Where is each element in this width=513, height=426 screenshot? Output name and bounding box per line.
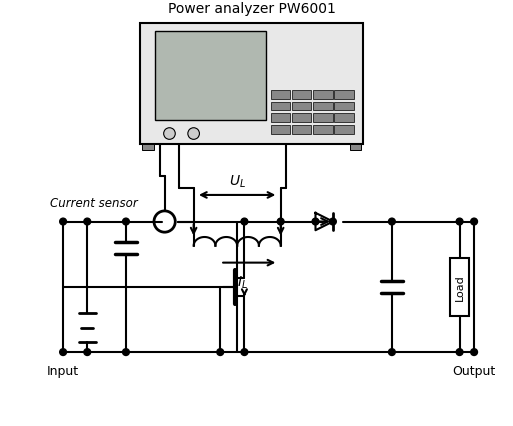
Circle shape: [241, 349, 248, 356]
Circle shape: [60, 219, 67, 225]
Circle shape: [60, 349, 67, 356]
Bar: [292, 114, 311, 123]
Circle shape: [123, 219, 129, 225]
Bar: [350, 145, 362, 151]
Circle shape: [278, 219, 284, 225]
Circle shape: [471, 219, 478, 225]
Circle shape: [164, 128, 175, 140]
Text: Load: Load: [455, 274, 465, 300]
Bar: [292, 91, 311, 100]
Circle shape: [217, 349, 224, 356]
Circle shape: [456, 349, 463, 356]
Circle shape: [312, 219, 319, 225]
Bar: [334, 102, 353, 111]
Bar: [271, 126, 290, 134]
Text: Current sensor: Current sensor: [50, 197, 138, 210]
Bar: [313, 114, 332, 123]
Bar: [155, 32, 266, 121]
Circle shape: [329, 219, 337, 225]
Circle shape: [84, 219, 91, 225]
Text: Output: Output: [452, 364, 496, 377]
Bar: [450, 258, 469, 316]
Circle shape: [188, 128, 200, 140]
Circle shape: [388, 219, 396, 225]
Circle shape: [84, 349, 91, 356]
Bar: [292, 102, 311, 111]
Bar: [142, 145, 153, 151]
Text: Input: Input: [47, 364, 79, 377]
Text: Power analyzer PW6001: Power analyzer PW6001: [168, 2, 336, 15]
Bar: [313, 102, 332, 111]
Bar: [271, 102, 290, 111]
Circle shape: [241, 219, 248, 225]
Circle shape: [388, 349, 396, 356]
Text: $U_L$: $U_L$: [229, 173, 246, 190]
Circle shape: [456, 219, 463, 225]
Bar: [313, 126, 332, 134]
Bar: [271, 91, 290, 100]
Bar: [292, 126, 311, 134]
Circle shape: [471, 349, 478, 356]
Bar: [334, 114, 353, 123]
Bar: [141, 24, 363, 145]
Bar: [313, 91, 332, 100]
Bar: [334, 126, 353, 134]
Text: $I_L$: $I_L$: [236, 273, 247, 290]
Bar: [271, 114, 290, 123]
Circle shape: [123, 349, 129, 356]
Bar: [334, 91, 353, 100]
